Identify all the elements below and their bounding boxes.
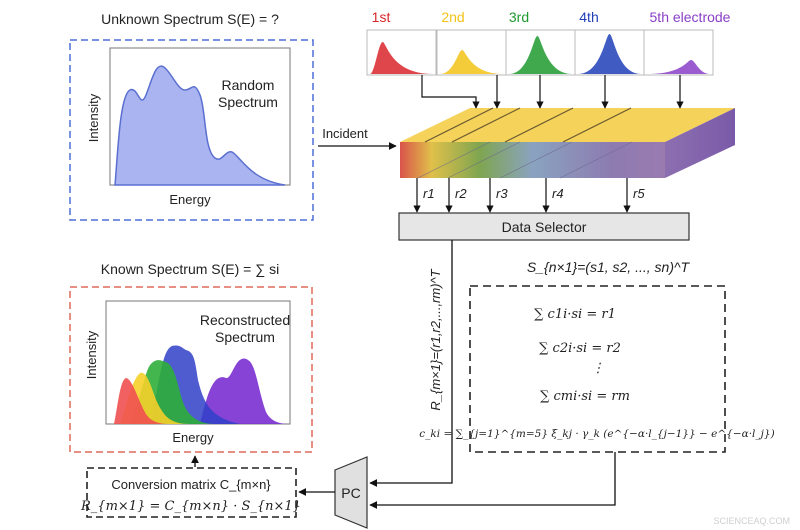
current-label-2: r2 — [455, 186, 467, 201]
slab-front-face — [400, 142, 665, 178]
conversion-dashed-box — [86, 467, 297, 518]
electrode-arrows — [421, 75, 684, 109]
unknown-x-axis: Energy — [169, 192, 211, 207]
electrode-peak-3 — [509, 36, 572, 74]
equation-2: ∑ c2i·si = r2 — [539, 341, 621, 356]
equation-cki: c_ki = ∑_{j=1}^{m=5} ξ_kj · γ_k (e^{−α·l… — [419, 428, 774, 440]
watermark: SCIENCEAQ.COM — [713, 516, 790, 526]
slab-side-face — [665, 108, 735, 178]
r-vector-connector — [369, 240, 453, 487]
unknown-y-axis: Intensity — [86, 93, 101, 142]
pc-block — [334, 456, 368, 529]
electrode-label-2: 2nd — [441, 9, 464, 25]
s-vector-label: S_{n×1}=(s1, s2, ..., sn)^T — [527, 259, 691, 275]
electrode-label-5: 5th electrode — [650, 9, 731, 25]
spectrum-5th — [200, 358, 290, 424]
electrode-peak-5 — [647, 60, 710, 74]
known-x-axis: Energy — [172, 430, 214, 445]
equation-m: ∑ cmi·si = rm — [540, 389, 630, 404]
incident-label: Incident — [322, 126, 368, 141]
current-label-1: r1 — [423, 186, 435, 201]
unknown-label-1: Random — [222, 77, 275, 93]
slab-top-face — [400, 108, 735, 142]
unknown-title: Unknown Spectrum S(E) = ? — [101, 11, 279, 27]
spectrum-1st — [114, 378, 170, 424]
known-y-axis: Intensity — [84, 330, 99, 379]
current-label-3: r3 — [496, 186, 508, 201]
conversion-line-2: R_{m×1} = C_{m×n} · S_{n×1} — [80, 499, 301, 514]
unknown-label-2: Spectrum — [218, 94, 278, 110]
electrode-label-1: 1st — [372, 9, 391, 25]
current-label-5: r5 — [633, 186, 645, 201]
equation-1: ∑ c1i·si = r1 — [534, 307, 616, 322]
current-arrows: r1 r2 r3 r4 r5 — [413, 178, 645, 213]
conversion-line-1: Conversion matrix C_{m×n} — [111, 477, 271, 492]
known-label-2: Spectrum — [215, 329, 275, 345]
electrode-peak-2 — [440, 50, 503, 74]
known-dashed-box — [69, 286, 313, 453]
data-selector-box — [398, 212, 690, 241]
r-vector-label: R_{m×1}=(r1,r2,...,rm)^T — [428, 268, 443, 410]
unknown-dashed-box — [69, 39, 314, 221]
pc-label: PC — [341, 485, 360, 501]
known-title: Known Spectrum S(E) = ∑ si — [101, 261, 279, 277]
random-spectrum-curve — [114, 65, 286, 186]
electrode-gaps — [424, 107, 632, 143]
electrode-gap-traces — [417, 141, 633, 179]
s-vector-connector — [369, 452, 616, 509]
electrode-peak-4 — [578, 34, 641, 74]
electrode-peak-1 — [370, 42, 433, 74]
electrode-label-3: 3rd — [509, 9, 529, 25]
electrode-spectra: 1st 2nd 3rd 4th 5th electrode — [366, 9, 731, 76]
equation-ellipsis: ⋮ — [592, 361, 605, 376]
data-selector-label: Data Selector — [502, 219, 587, 235]
electrode-spectrum-box-5 — [643, 29, 714, 76]
equation-dashed-box — [469, 285, 726, 453]
known-label-1: Reconstructed — [200, 312, 290, 328]
current-label-4: r4 — [552, 186, 564, 201]
electrode-label-4: 4th — [579, 9, 598, 25]
electrode-arrow-1 — [421, 75, 480, 109]
